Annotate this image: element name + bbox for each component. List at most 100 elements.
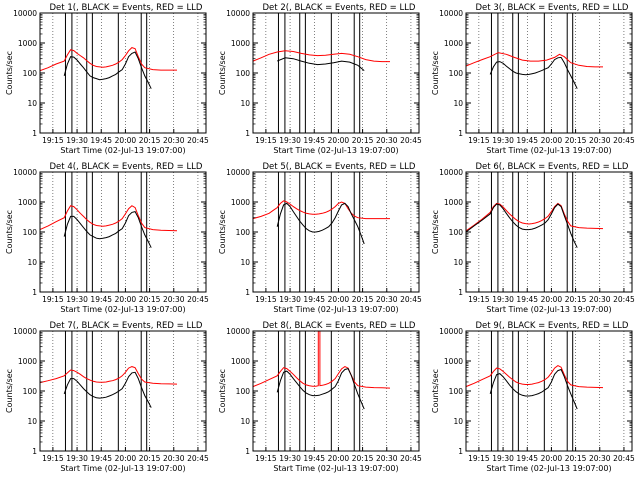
x-tick-label: 20:30 <box>376 454 398 463</box>
series-events <box>63 371 152 408</box>
x-axis-label: Start Time (02-Jul-13 19:07:00) <box>273 146 398 155</box>
x-tick-label: 20:00 <box>328 295 350 304</box>
x-tick-label: 20:45 <box>400 295 422 304</box>
y-tick-label: 1 <box>32 129 37 138</box>
series-events <box>489 368 578 410</box>
x-tick-label: 20:00 <box>328 454 350 463</box>
y-tick-label: 1 <box>458 288 463 297</box>
y-tick-label: 1 <box>245 447 250 456</box>
y-axis-label: Counts/sec <box>5 210 14 254</box>
y-tick-label: 10000 <box>439 327 463 336</box>
x-tick-label: 20:00 <box>541 136 563 145</box>
x-tick-label: 19:30 <box>279 295 301 304</box>
x-tick-label: 19:15 <box>42 136 64 145</box>
x-tick-label: 20:00 <box>115 295 137 304</box>
x-tick-label: 20:45 <box>613 295 635 304</box>
x-tick-label: 19:15 <box>468 295 490 304</box>
x-axis-label: Start Time (02-Jul-13 19:07:00) <box>60 146 185 155</box>
y-tick-label: 1 <box>32 447 37 456</box>
x-tick-label: 20:15 <box>565 295 587 304</box>
x-tick-label: 20:15 <box>139 454 161 463</box>
panel-6: 1 10 100 1000 10000 19:15 19:30 19:45 20:00 20:15… <box>431 162 635 314</box>
x-tick-label: 19:30 <box>66 136 88 145</box>
y-tick-label: 10 <box>240 258 250 267</box>
y-axis-label: Counts/sec <box>431 369 440 413</box>
panel-title: Det 4(, BLACK = Events, RED = LLD <box>50 162 203 172</box>
x-tick-label: 19:15 <box>255 136 277 145</box>
y-axis-label: Counts/sec <box>218 210 227 254</box>
x-tick-label: 19:30 <box>492 454 514 463</box>
x-tick-label: 19:15 <box>255 454 277 463</box>
y-tick-label: 1 <box>458 129 463 138</box>
y-tick-label: 10000 <box>226 327 250 336</box>
x-tick-label: 19:45 <box>303 295 325 304</box>
series-lld <box>466 52 603 68</box>
x-tick-label: 20:15 <box>565 454 587 463</box>
y-tick-label: 1 <box>32 288 37 297</box>
y-tick-label: 100 <box>23 228 38 237</box>
plot-frame <box>252 12 420 134</box>
panel-7: 1 10 100 1000 10000 19:15 19:30 19:45 20:00 20:15… <box>5 321 209 473</box>
panel-title: Det 5(, BLACK = Events, RED = LLD <box>263 162 416 172</box>
x-tick-label: 19:45 <box>516 295 538 304</box>
x-tick-label: 20:00 <box>541 295 563 304</box>
series-lld <box>466 202 604 232</box>
x-tick-label: 20:00 <box>115 454 137 463</box>
y-tick-label: 1000 <box>18 39 37 48</box>
panel-5: 1 10 100 1000 10000 19:15 19:30 19:45 20:00 20:15… <box>218 162 422 314</box>
panel-title: Det 7(, BLACK = Events, RED = LLD <box>50 321 203 331</box>
x-tick-label: 20:45 <box>187 136 209 145</box>
y-tick-label: 1000 <box>231 198 250 207</box>
panel-9: 1 10 100 1000 10000 19:15 19:30 19:45 20:00 20:15… <box>431 321 635 473</box>
series-events <box>63 211 152 248</box>
x-tick-label: 20:00 <box>328 136 350 145</box>
x-tick-label: 19:45 <box>516 454 538 463</box>
x-tick-label: 19:30 <box>66 454 88 463</box>
y-tick-label: 10 <box>27 258 37 267</box>
panel-2: 1 10 100 1000 10000 19:15 19:30 19:45 20:00 20:15… <box>218 3 422 155</box>
x-tick-label: 20:30 <box>163 295 185 304</box>
y-tick-label: 1000 <box>18 198 37 207</box>
x-tick-label: 19:30 <box>492 136 514 145</box>
x-tick-label: 20:15 <box>352 295 374 304</box>
x-tick-label: 19:30 <box>279 136 301 145</box>
x-tick-label: 19:15 <box>42 454 64 463</box>
x-tick-label: 20:30 <box>376 295 398 304</box>
x-tick-label: 19:15 <box>468 136 490 145</box>
x-tick-label: 20:15 <box>565 136 587 145</box>
series-lld <box>40 205 178 232</box>
plot-frame <box>465 171 633 293</box>
x-tick-label: 20:45 <box>613 454 635 463</box>
y-tick-label: 10000 <box>13 9 37 18</box>
y-axis-label: Counts/sec <box>5 51 14 95</box>
panel-title: Det 3(, BLACK = Events, RED = LLD <box>476 3 629 13</box>
y-axis-label: Counts/sec <box>218 51 227 95</box>
x-axis-label: Start Time (02-Jul-13 19:07:00) <box>486 464 611 473</box>
y-tick-label: 100 <box>23 69 38 78</box>
y-tick-label: 100 <box>236 228 251 237</box>
series-lld <box>253 50 390 63</box>
x-tick-label: 19:45 <box>90 454 112 463</box>
y-axis-label: Counts/sec <box>431 51 440 95</box>
y-tick-label: 10 <box>453 258 463 267</box>
y-tick-label: 1000 <box>231 357 250 366</box>
plot-frame <box>252 171 420 293</box>
y-tick-label: 100 <box>449 228 464 237</box>
y-tick-label: 10000 <box>13 327 37 336</box>
x-tick-label: 19:15 <box>42 295 64 304</box>
x-axis-label: Start Time (02-Jul-13 19:07:00) <box>60 464 185 473</box>
series-lld <box>253 331 391 389</box>
panel-title: Det 2(, BLACK = Events, RED = LLD <box>263 3 416 13</box>
y-tick-label: 100 <box>23 387 38 396</box>
y-tick-label: 10 <box>453 417 463 426</box>
x-tick-label: 19:30 <box>492 295 514 304</box>
series-lld <box>253 200 390 220</box>
x-tick-label: 20:45 <box>400 136 422 145</box>
series-lld <box>40 47 177 72</box>
x-tick-label: 20:45 <box>613 136 635 145</box>
y-tick-label: 1000 <box>231 39 250 48</box>
x-tick-label: 19:30 <box>66 295 88 304</box>
x-tick-label: 19:45 <box>303 136 325 145</box>
panel-title: Det 1(, BLACK = Events, RED = LLD <box>50 3 203 13</box>
